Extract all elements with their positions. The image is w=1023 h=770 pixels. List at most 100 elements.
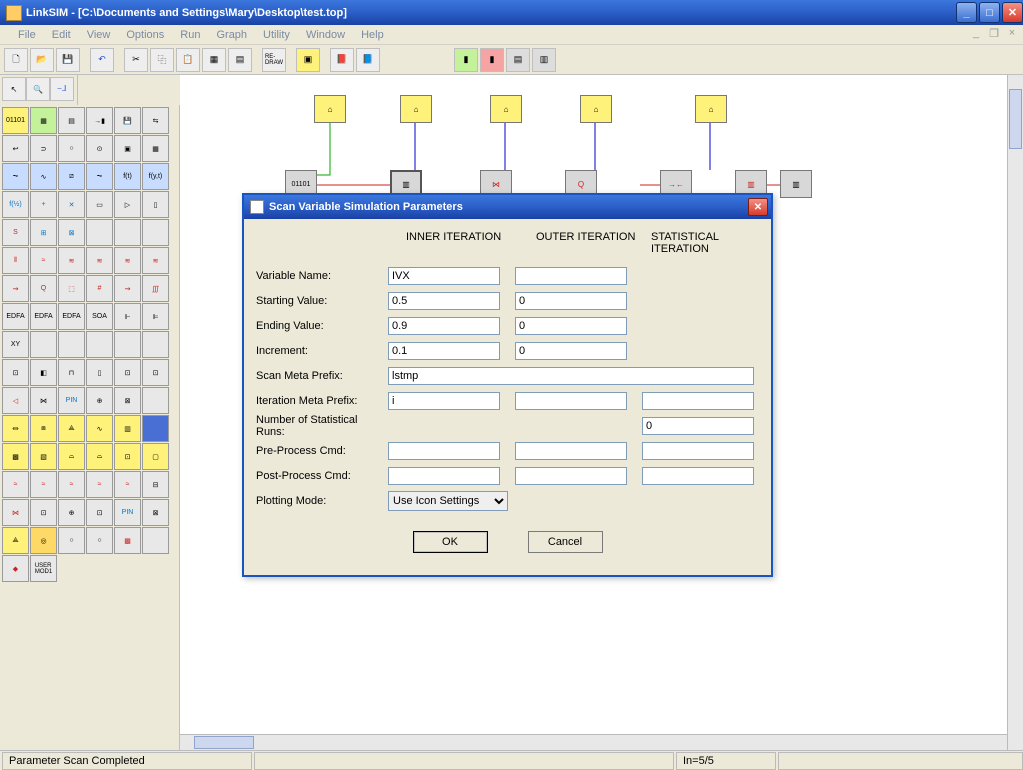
menu-graph[interactable]: Graph	[208, 27, 255, 43]
palette-cell[interactable]: EDFA	[30, 303, 57, 330]
ok-button[interactable]: OK	[413, 531, 488, 553]
palette-cell[interactable]: ∭	[142, 275, 169, 302]
group-icon[interactable]: ▤	[228, 48, 252, 72]
list2-icon[interactable]: ▥	[532, 48, 556, 72]
horizontal-scrollbar[interactable]	[180, 734, 1007, 750]
palette-cell[interactable]: ⊃	[30, 135, 57, 162]
palette-cell[interactable]: ≋	[142, 247, 169, 274]
canvas-block[interactable]: ▥	[780, 170, 812, 198]
palette-cell[interactable]: ⦀	[2, 247, 29, 274]
variable-name-inner-input[interactable]	[388, 267, 500, 285]
palette-cell[interactable]: Q	[30, 275, 57, 302]
palette-cell[interactable]: ⌓	[58, 443, 85, 470]
palette-cell[interactable]: f(t)	[114, 163, 141, 190]
palette-cell[interactable]: ⟁	[2, 527, 29, 554]
menu-file[interactable]: File	[10, 27, 44, 43]
palette-cell[interactable]: ⊡	[142, 359, 169, 386]
palette-cell[interactable]: ▤	[58, 107, 85, 134]
palette-cell[interactable]: ○	[58, 527, 85, 554]
palette-cell[interactable]: PIN	[114, 499, 141, 526]
traffic-green-icon[interactable]: ▮	[454, 48, 478, 72]
ending-value-outer-input[interactable]	[515, 317, 627, 335]
palette-cell[interactable]: ▣	[114, 135, 141, 162]
palette-cell[interactable]: ⊡	[86, 499, 113, 526]
starting-value-inner-input[interactable]	[388, 292, 500, 310]
palette-cell[interactable]: ◎	[30, 527, 57, 554]
palette-cell[interactable]: ⟁	[58, 415, 85, 442]
palette-cell[interactable]: ∿	[86, 415, 113, 442]
undo-icon[interactable]: ↶	[90, 48, 114, 72]
vertical-scrollbar[interactable]	[1007, 75, 1023, 750]
iter-meta-stat-input[interactable]	[642, 392, 754, 410]
palette-cell[interactable]: +	[30, 191, 57, 218]
palette-cell[interactable]: f(½)	[2, 191, 29, 218]
list1-icon[interactable]: ▤	[506, 48, 530, 72]
menu-utility[interactable]: Utility	[255, 27, 298, 43]
mdi-restore-icon[interactable]: ❐	[987, 27, 1001, 40]
palette-cell[interactable]: ≈	[58, 471, 85, 498]
palette-cell[interactable]: ▦	[30, 107, 57, 134]
palette-cell[interactable]: 01101	[2, 107, 29, 134]
pre-process-inner-input[interactable]	[388, 442, 500, 460]
pre-process-outer-input[interactable]	[515, 442, 627, 460]
close-button[interactable]: ✕	[1002, 2, 1023, 23]
canvas-block[interactable]: ⌂	[695, 95, 727, 123]
palette-cell[interactable]: ⌓	[86, 443, 113, 470]
zoom-tool-icon[interactable]: 🔍	[26, 77, 50, 101]
palette-cell[interactable]: ≈	[86, 471, 113, 498]
palette-cell[interactable]: ⏛	[2, 415, 29, 442]
palette-cell[interactable]: ⇆	[142, 107, 169, 134]
palette-cell[interactable]: ⊕	[86, 387, 113, 414]
palette-cell[interactable]: ⊡	[2, 359, 29, 386]
new-icon[interactable]: 🗋	[4, 48, 28, 72]
palette-cell[interactable]: ⏦	[86, 163, 113, 190]
scan-meta-prefix-input[interactable]	[388, 367, 754, 385]
increment-inner-input[interactable]	[388, 342, 500, 360]
palette-cell[interactable]: S	[2, 219, 29, 246]
palette-cell[interactable]: ⋈	[30, 387, 57, 414]
palette-cell[interactable]: EDFA	[58, 303, 85, 330]
palette-cell[interactable]: ⊡	[30, 499, 57, 526]
menu-help[interactable]: Help	[353, 27, 392, 43]
palette-cell[interactable]: ⬚	[58, 275, 85, 302]
align-icon[interactable]: ▦	[202, 48, 226, 72]
palette-cell[interactable]: ▢	[142, 443, 169, 470]
palette-cell[interactable]: ⊟	[142, 471, 169, 498]
mdi-minimize-icon[interactable]: _	[969, 27, 983, 40]
open-icon[interactable]: 📂	[30, 48, 54, 72]
palette-cell[interactable]: ≋	[58, 247, 85, 274]
minimize-button[interactable]: _	[956, 2, 977, 23]
palette-cell[interactable]: ⇝	[2, 275, 29, 302]
palette-cell[interactable]: ⊞	[30, 219, 57, 246]
canvas-block[interactable]: ⌂	[580, 95, 612, 123]
palette-cell[interactable]: ⇝	[114, 275, 141, 302]
ending-value-inner-input[interactable]	[388, 317, 500, 335]
palette-cell[interactable]: ◧	[30, 359, 57, 386]
palette-cell[interactable]: 💾	[114, 107, 141, 134]
palette-cell[interactable]: ≈	[2, 471, 29, 498]
palette-cell[interactable]: ▩	[2, 443, 29, 470]
palette-cell[interactable]: ◆	[2, 555, 29, 582]
palette-cell[interactable]: ⊡	[114, 359, 141, 386]
pre-process-stat-input[interactable]	[642, 442, 754, 460]
maximize-button[interactable]: □	[979, 2, 1000, 23]
redraw-icon[interactable]: RE-DRAW	[262, 48, 286, 72]
palette-cell[interactable]: ⧄	[58, 163, 85, 190]
palette-cell[interactable]: ≋	[114, 247, 141, 274]
canvas-block[interactable]: ⌂	[490, 95, 522, 123]
palette-cell[interactable]: ○	[86, 527, 113, 554]
palette-cell[interactable]: EDFA	[2, 303, 29, 330]
menu-run[interactable]: Run	[172, 27, 208, 43]
paste-icon[interactable]: 📋	[176, 48, 200, 72]
palette-cell[interactable]: PIN	[58, 387, 85, 414]
palette-cell[interactable]: ○	[58, 135, 85, 162]
palette-cell[interactable]: f(y,t)	[142, 163, 169, 190]
palette-cell[interactable]: ≈	[114, 471, 141, 498]
palette-cell[interactable]: ▯	[142, 191, 169, 218]
palette-cell[interactable]: ▩	[114, 527, 141, 554]
palette-cell[interactable]: XY	[2, 331, 29, 358]
palette-cell[interactable]: ∿	[30, 163, 57, 190]
palette-cell[interactable]: ≈	[30, 471, 57, 498]
palette-cell[interactable]: ⧈	[30, 415, 57, 442]
palette-cell[interactable]: ▷	[114, 191, 141, 218]
